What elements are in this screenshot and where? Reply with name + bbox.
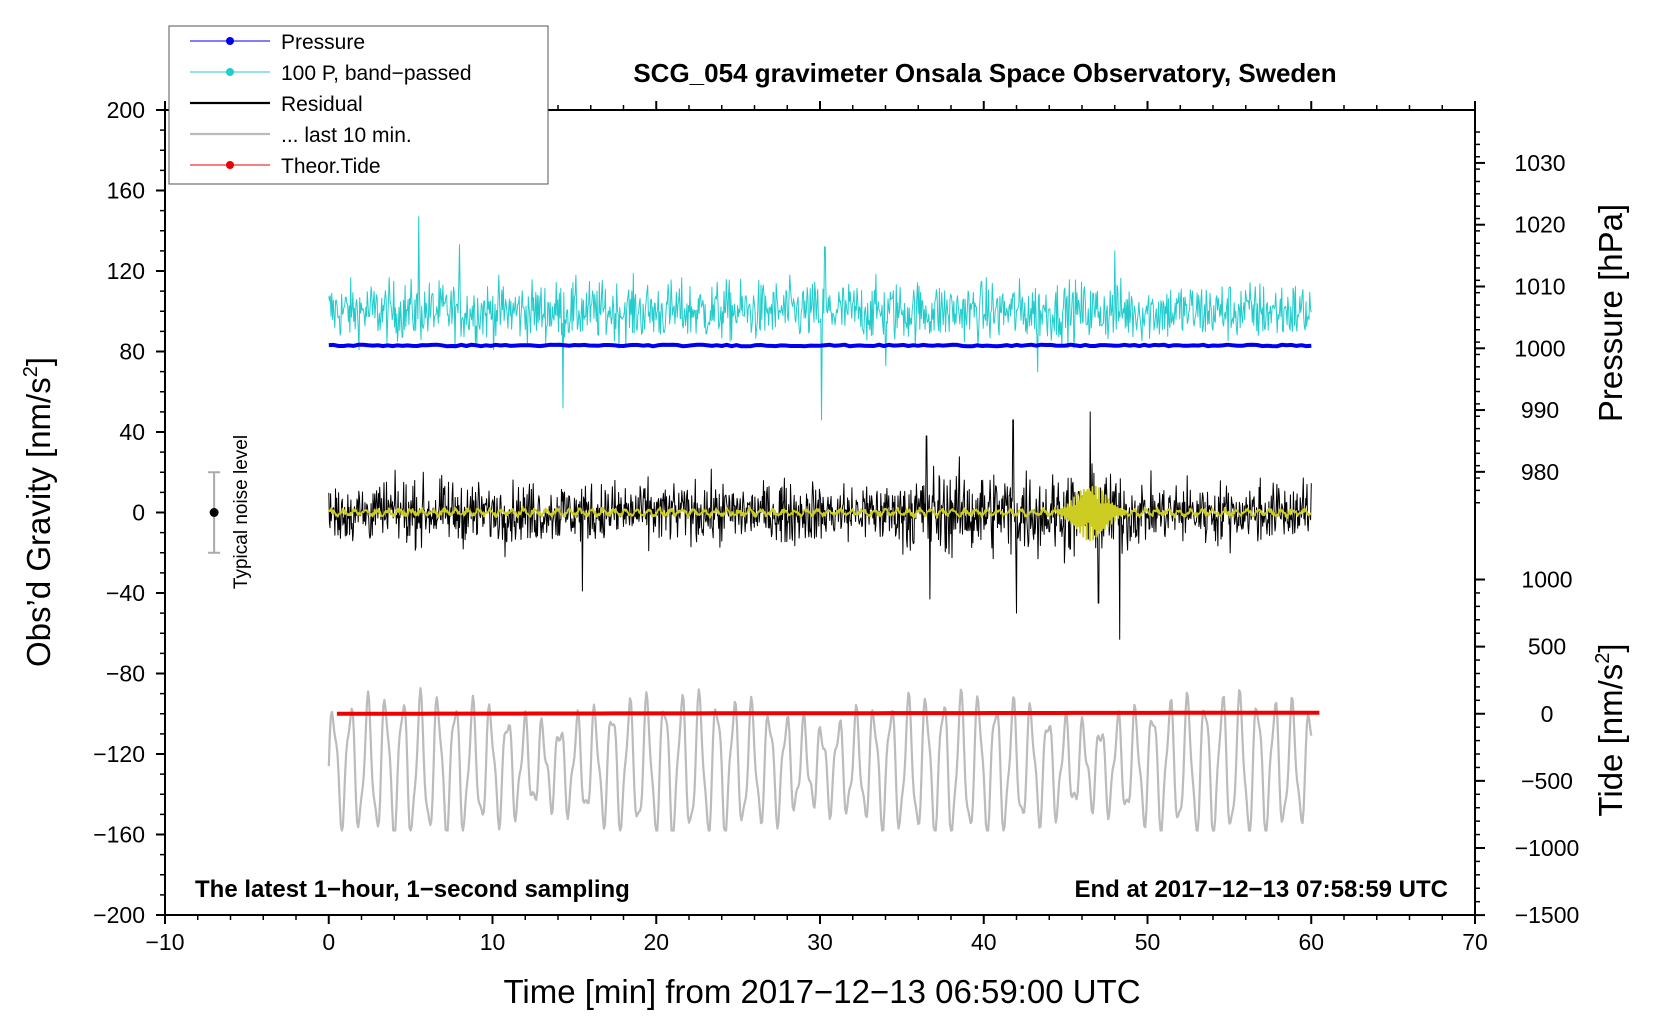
- y-axis-tide-title-main: Tide [nm/s: [1592, 664, 1629, 817]
- end-time-annotation: End at 2017−12−13 07:58:59 UTC: [1074, 876, 1448, 903]
- series-residual-filtered: [327, 485, 1313, 542]
- legend-marker: [226, 161, 234, 169]
- y-axis-left-title-main: Obs’d Gravity [nm/s: [20, 377, 57, 667]
- y-tick-label-left: −120: [93, 741, 145, 767]
- pressure-tick-label: 980: [1521, 459, 1559, 485]
- tide-tick-label: −1500: [1515, 902, 1580, 928]
- tide-tick-label: −500: [1521, 768, 1573, 794]
- series-pressure-bandpassed: [328, 216, 1312, 421]
- noise-indicator-label: Typical noise level: [231, 435, 252, 589]
- y-tick-label-left: −80: [106, 661, 145, 687]
- legend-label: Residual: [281, 93, 363, 116]
- sampling-annotation: The latest 1−hour, 1−second sampling: [195, 876, 630, 903]
- y-tick-label-left: 200: [107, 97, 145, 123]
- y-axis-left-title: Obs’d Gravity [nm/s2]: [20, 357, 57, 667]
- legend-box: [168, 25, 549, 185]
- x-tick-label: 10: [480, 929, 506, 955]
- x-tick-label: −10: [145, 929, 184, 955]
- series-pressure: [328, 342, 1312, 349]
- y-tick-label-left: 80: [119, 339, 145, 365]
- y-tick-label-left: 40: [119, 419, 145, 445]
- pressure-tick-label: 1020: [1514, 212, 1565, 238]
- pressure-tick-label: 1010: [1514, 273, 1565, 299]
- y-axis-tide-title: Tide [nm/s2]: [1592, 643, 1629, 816]
- y-axis-left-title-sup: 2: [20, 366, 42, 377]
- data-series: [327, 216, 1320, 832]
- y-tick-label-left: −200: [93, 902, 145, 928]
- noise-indicator: [208, 471, 221, 554]
- y-axis-tide-title-close: ]: [1592, 643, 1629, 652]
- legend-label: Theor.Tide: [281, 155, 381, 178]
- x-tick-label: 70: [1462, 929, 1488, 955]
- x-tick-label: 20: [643, 929, 669, 955]
- legend-marker: [226, 37, 234, 45]
- y-tick-label-left: 120: [107, 258, 145, 284]
- y-axis-pressure-title: Pressure [hPa]: [1592, 204, 1629, 422]
- y-axis-left-title-close: ]: [20, 357, 57, 366]
- x-tick-label: 0: [322, 929, 335, 955]
- x-tick-label: 30: [807, 929, 833, 955]
- series-theoretical-tide: [336, 710, 1320, 716]
- y-axis-tide-title-sup: 2: [1592, 653, 1614, 664]
- series-last-10-min: [327, 687, 1313, 832]
- pressure-tick-label: 990: [1521, 397, 1559, 423]
- tide-tick-label: 1000: [1521, 567, 1572, 593]
- x-axis-title: Time [min] from 2017−12−13 06:59:00 UTC: [503, 973, 1140, 1010]
- tide-tick-label: 0: [1541, 701, 1554, 727]
- axis-ticks: −10 0 10 20 30 40 50 60 7020016012080400−40−80−1…: [93, 97, 1579, 955]
- legend-label: ... last 10 min.: [281, 124, 412, 147]
- y-tick-label-left: 160: [107, 178, 145, 204]
- legend-marker: [226, 68, 234, 76]
- x-tick-label: 60: [1298, 929, 1324, 955]
- y-tick-label-left: 0: [132, 500, 145, 526]
- legend-label: 100 P, band−passed: [281, 62, 472, 85]
- pressure-tick-label: 1000: [1514, 335, 1565, 361]
- y-tick-label-left: −40: [106, 580, 145, 606]
- series-residual: [328, 411, 1312, 640]
- y-tick-label-left: −160: [93, 822, 145, 848]
- x-tick-label: 50: [1135, 929, 1161, 955]
- chart-title: SCG_054 gravimeter Onsala Space Observat…: [633, 58, 1336, 88]
- pressure-tick-label: 1030: [1514, 150, 1565, 176]
- tide-tick-label: 500: [1528, 634, 1566, 660]
- x-tick-label: 40: [971, 929, 997, 955]
- tide-tick-label: −1000: [1515, 835, 1580, 861]
- noise-center-dot: [209, 508, 219, 517]
- legend-label: Pressure: [281, 31, 365, 54]
- legend: Pressure 100 P, band−passed Residual ... la…: [168, 25, 549, 185]
